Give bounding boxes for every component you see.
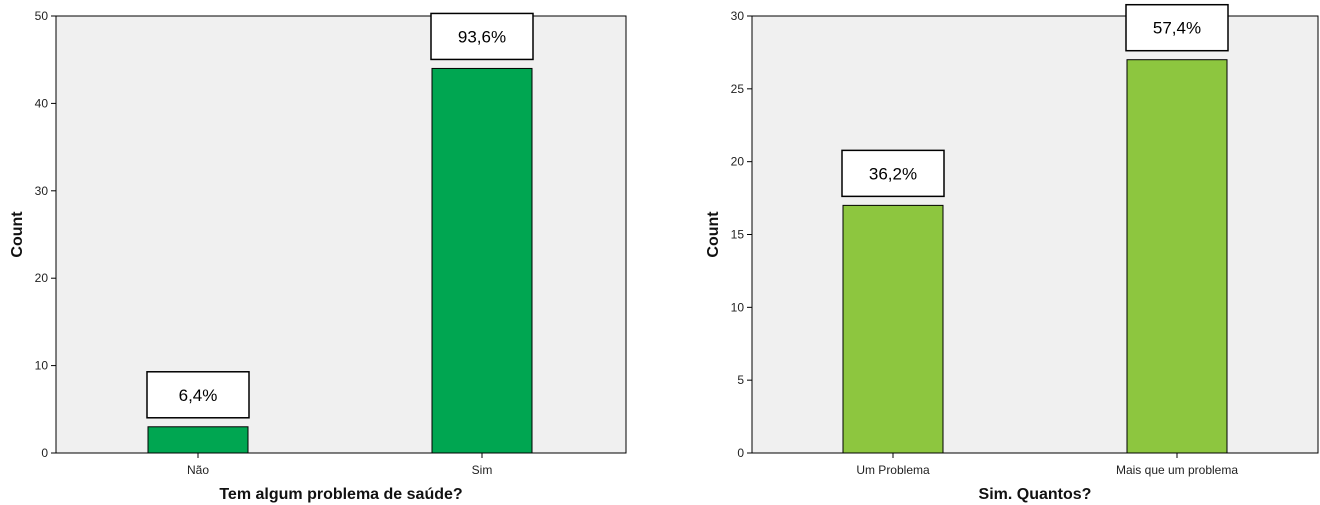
y-tick-label: 30 bbox=[35, 184, 49, 198]
y-tick-label: 15 bbox=[731, 228, 745, 242]
data-label-box bbox=[841, 149, 945, 198]
data-label: 36,2% bbox=[869, 164, 917, 183]
chart-1: 0 10 20 30 40 50 Não 6,4% Sim 93,6% Tem algum prob… bbox=[9, 9, 627, 503]
y-tick-label: 0 bbox=[737, 446, 744, 460]
data-label-box bbox=[146, 371, 250, 419]
data-label-box bbox=[430, 12, 534, 61]
data-label: 6,4% bbox=[179, 386, 218, 405]
y-tick-label: 10 bbox=[731, 300, 745, 314]
y-axis-title: Count bbox=[9, 211, 26, 258]
bar bbox=[147, 426, 249, 454]
category-label: Mais que um problema bbox=[1116, 463, 1238, 477]
x-axis-title: Tem algum problema de saúde? bbox=[219, 486, 462, 503]
y-tick-label: 10 bbox=[35, 359, 49, 373]
y-tick-label: 20 bbox=[731, 155, 745, 169]
category-label: Não bbox=[187, 463, 209, 477]
category-label: Sim bbox=[472, 463, 493, 477]
y-axis-title: Count bbox=[705, 211, 722, 258]
y-tick-label: 0 bbox=[41, 446, 48, 460]
y-tick-label: 30 bbox=[731, 9, 745, 23]
y-tick-label: 5 bbox=[737, 373, 744, 387]
bar bbox=[1126, 59, 1228, 454]
y-tick-label: 25 bbox=[731, 82, 745, 96]
bar bbox=[431, 67, 533, 454]
bar bbox=[842, 204, 944, 454]
category-label: Um Problema bbox=[856, 463, 930, 477]
plot-area bbox=[751, 15, 1319, 454]
chart-2: 0 5 10 15 20 25 30 Um Problema 36,2% Mais que um … bbox=[705, 3, 1319, 503]
y-tick-label: 40 bbox=[35, 96, 49, 110]
y-tick-label: 20 bbox=[35, 271, 49, 285]
data-label-box bbox=[1125, 3, 1229, 52]
y-tick-label: 50 bbox=[35, 9, 49, 23]
x-axis-title: Sim. Quantos? bbox=[979, 486, 1092, 503]
data-label: 93,6% bbox=[458, 27, 506, 46]
plot-area bbox=[55, 15, 627, 454]
data-label: 57,4% bbox=[1153, 19, 1201, 38]
